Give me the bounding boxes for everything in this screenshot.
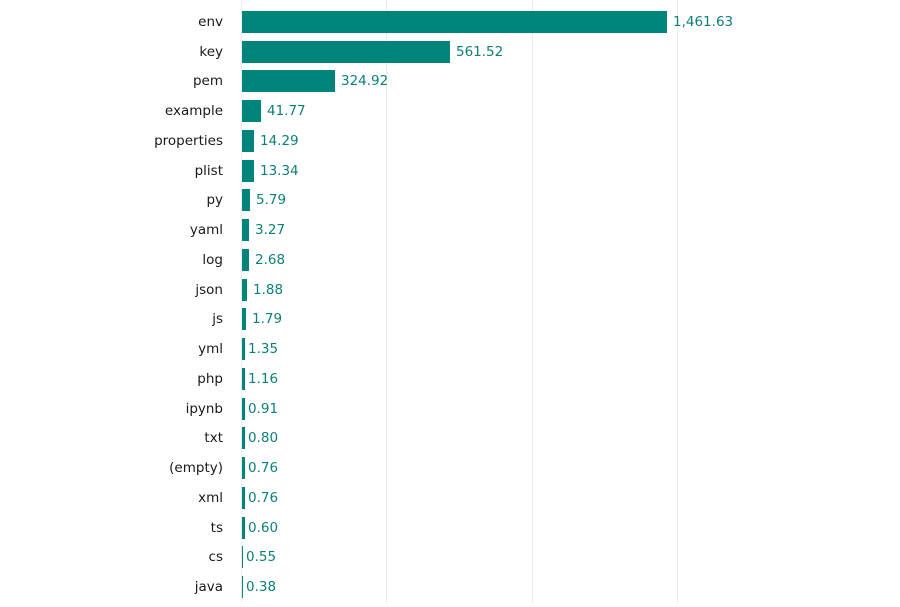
category-label: ts (210, 520, 223, 536)
bar-row: ipynb 0.91 (0, 398, 900, 428)
category-label: key (199, 44, 223, 60)
value-label: 1.16 (248, 371, 279, 387)
bar[interactable] (242, 70, 335, 92)
value-label: 0.80 (248, 430, 279, 446)
value-label: 1.35 (248, 341, 279, 357)
category-label: txt (204, 430, 223, 446)
value-label: 0.38 (246, 579, 277, 595)
category-label: log (202, 252, 223, 268)
bar[interactable] (242, 160, 254, 182)
bar[interactable] (242, 368, 245, 390)
bar[interactable] (242, 249, 249, 271)
bar[interactable] (242, 279, 247, 301)
value-label: 3.27 (255, 222, 286, 238)
bar[interactable] (242, 308, 246, 330)
category-label: xml (198, 490, 223, 506)
bar[interactable] (242, 398, 245, 420)
category-label: example (164, 103, 223, 119)
value-label: 1,461.63 (673, 14, 734, 30)
gridline (386, 0, 387, 603)
category-label: pem (192, 73, 223, 89)
value-label: 41.77 (267, 103, 306, 119)
category-label: plist (194, 163, 223, 179)
bar[interactable] (242, 130, 254, 152)
category-label: ipynb (185, 401, 223, 417)
bar-row: (empty) 0.76 (0, 457, 900, 487)
bar[interactable] (242, 576, 243, 598)
category-label: json (195, 282, 223, 298)
value-label: 0.91 (248, 401, 279, 417)
bar[interactable] (242, 546, 243, 568)
y-axis-line (241, 0, 242, 603)
bar[interactable] (242, 11, 667, 33)
bar[interactable] (242, 457, 245, 479)
bar[interactable] (242, 338, 245, 360)
category-label: js (212, 311, 223, 327)
bar[interactable] (242, 189, 250, 211)
bar-row: plist 13.34 (0, 160, 900, 190)
category-label: properties (154, 133, 223, 149)
category-label: php (197, 371, 223, 387)
gridline (677, 0, 678, 603)
bar-row: xml 0.76 (0, 487, 900, 517)
bar-row: properties 14.29 (0, 130, 900, 160)
bar[interactable] (242, 41, 450, 63)
bar-row: py 5.79 (0, 189, 900, 219)
value-label: 13.34 (260, 163, 299, 179)
category-label: cs (208, 549, 223, 565)
category-label: java (194, 579, 223, 595)
bar-row: ts 0.60 (0, 517, 900, 547)
gridline (532, 0, 533, 603)
value-label: 1.88 (253, 282, 284, 298)
value-label: 2.68 (255, 252, 286, 268)
value-label: 1.79 (252, 311, 283, 327)
bar-row: example 41.77 (0, 100, 900, 130)
bar[interactable] (242, 427, 245, 449)
bar-row: log 2.68 (0, 249, 900, 279)
value-label: 0.55 (246, 549, 277, 565)
bar-row: json 1.88 (0, 279, 900, 309)
bar[interactable] (242, 219, 249, 241)
category-label: env (198, 14, 223, 30)
value-label: 14.29 (260, 133, 299, 149)
bar-row: cs 0.55 (0, 546, 900, 576)
category-label: yml (198, 341, 223, 357)
category-label: yaml (189, 222, 223, 238)
bar[interactable] (242, 517, 245, 539)
value-label: 0.60 (248, 520, 279, 536)
bar-row: txt 0.80 (0, 427, 900, 457)
value-label: 0.76 (248, 460, 279, 476)
value-label: 324.92 (341, 73, 389, 89)
bar-row: js 1.79 (0, 308, 900, 338)
bar[interactable] (242, 100, 261, 122)
value-label: 5.79 (256, 192, 287, 208)
bar-row: env 1,461.63 (0, 11, 900, 41)
bar-row: java 0.38 (0, 576, 900, 606)
bar-row: pem 324.92 (0, 70, 900, 100)
bar-row: php 1.16 (0, 368, 900, 398)
bar-row: key 561.52 (0, 41, 900, 71)
bar-row: yaml 3.27 (0, 219, 900, 249)
category-label: py (206, 192, 223, 208)
value-label: 561.52 (456, 44, 504, 60)
value-label: 0.76 (248, 490, 279, 506)
bar[interactable] (242, 487, 245, 509)
bar-row: yml 1.35 (0, 338, 900, 368)
category-label: (empty) (169, 460, 223, 476)
